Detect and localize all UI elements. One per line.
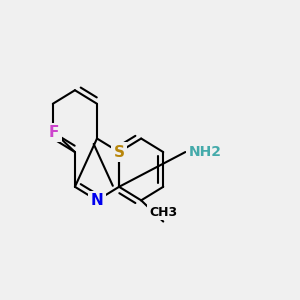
Text: F: F	[49, 125, 59, 140]
Text: NH2: NH2	[188, 145, 221, 159]
Text: CH3: CH3	[149, 206, 177, 219]
Text: S: S	[114, 145, 124, 160]
Text: N: N	[91, 193, 103, 208]
